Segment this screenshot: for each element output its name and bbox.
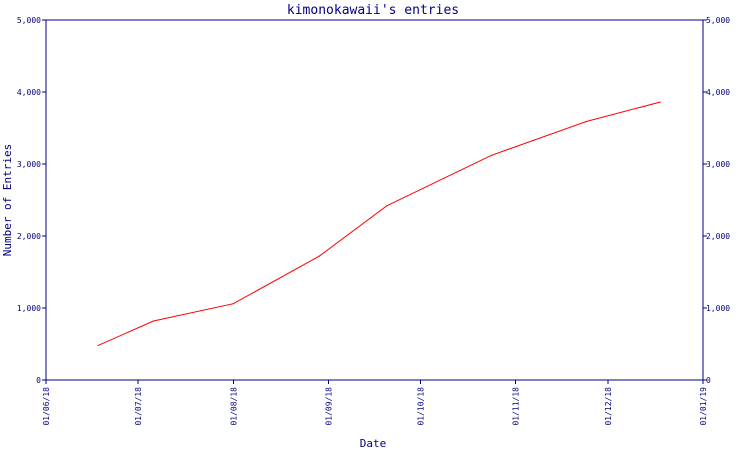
y-tick-label-left: 1,000 (17, 304, 41, 313)
y-tick-label-right: 1,000 (706, 304, 730, 313)
data-point (585, 120, 587, 123)
data-point (386, 205, 388, 207)
x-tick-label: 01/10/18 (417, 387, 426, 426)
chart-title: kimonokawaii's entries (287, 3, 459, 18)
x-tick-label: 01/08/18 (229, 387, 238, 426)
y-tick-label-right: 5,000 (706, 16, 730, 25)
y-axis-right: 0 1,000 2,000 3,000 4,000 5,000 (703, 16, 730, 385)
x-tick-label: 01/01/19 (699, 387, 708, 426)
y-tick-label-right: 3,000 (706, 160, 730, 169)
data-point (97, 344, 99, 347)
data-point (659, 101, 661, 103)
y-tick-label-right: 2,000 (706, 232, 730, 241)
series-line (97, 101, 661, 346)
series-layer (97, 101, 661, 347)
x-tick-label: 01/12/18 (604, 387, 613, 426)
x-tick-label: 01/09/18 (324, 387, 333, 426)
x-tick-label: 01/07/18 (134, 387, 143, 426)
y-tick-label-left: 2,000 (17, 232, 41, 241)
data-point (152, 320, 155, 322)
plot-area (45, 19, 704, 381)
x-axis-label: Date (360, 437, 387, 450)
data-point (318, 255, 320, 257)
y-tick-label-right: 4,000 (706, 88, 730, 97)
y-tick-label-left: 3,000 (17, 160, 41, 169)
y-axis-label: Number of Entries (1, 144, 14, 257)
x-tick-label: 01/11/18 (512, 387, 521, 426)
x-tick-label: 01/06/18 (42, 387, 51, 426)
data-point (490, 154, 492, 156)
y-tick-label-left: 5,000 (17, 16, 41, 25)
y-tick-label-left: 0 (36, 376, 41, 385)
y-axis-left: 0 1,000 2,000 3,000 4,000 5,000 (17, 16, 46, 385)
plot-frame (45, 19, 704, 381)
data-point (232, 303, 234, 305)
y-tick-label-right: 0 (706, 376, 711, 385)
y-tick-label-left: 4,000 (17, 88, 41, 97)
x-axis: 01/06/18 01/07/18 01/08/18 01/09/18 01/10/18… (42, 380, 708, 426)
